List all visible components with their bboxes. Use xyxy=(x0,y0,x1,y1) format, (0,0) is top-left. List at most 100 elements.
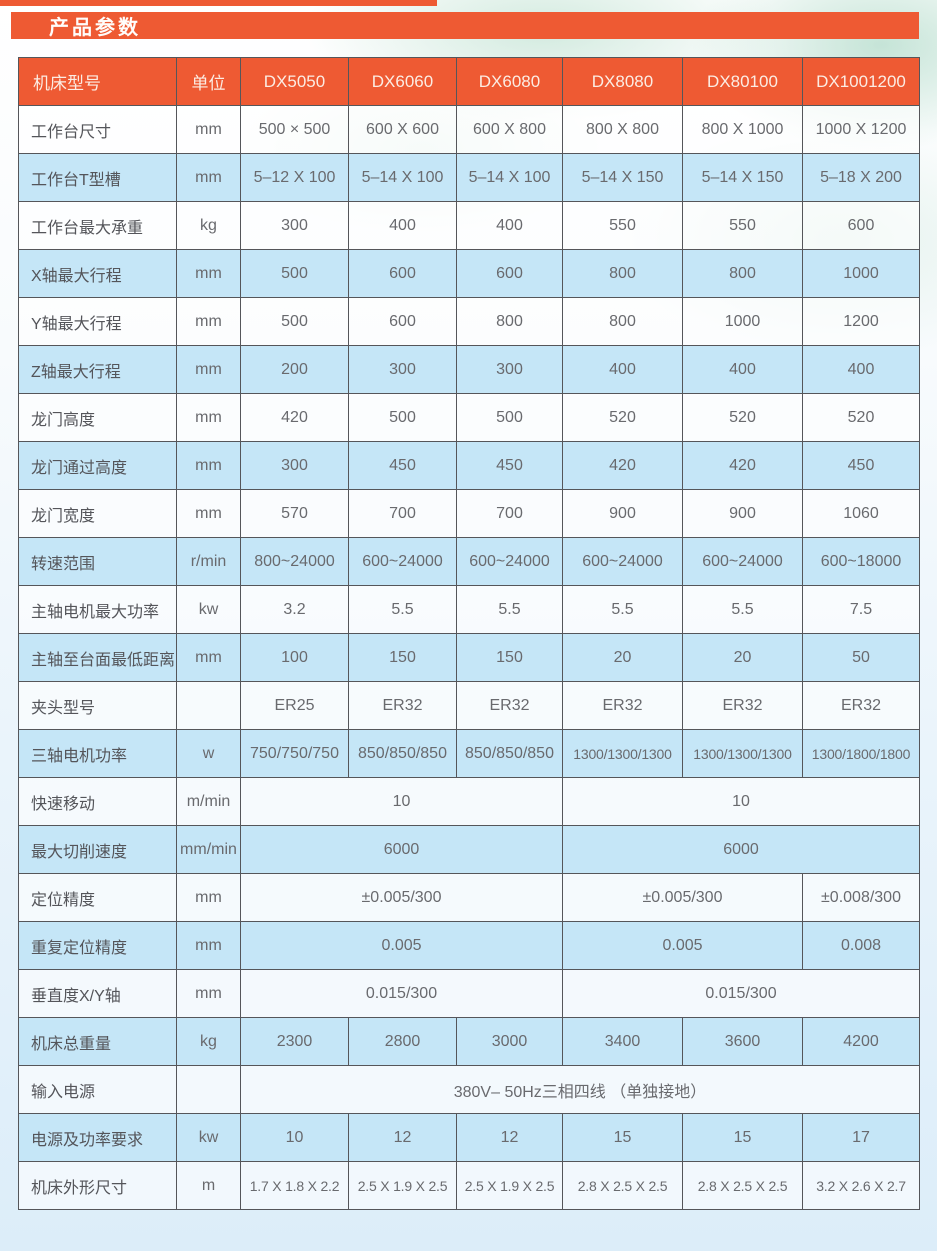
value-cell: 2.5 X 1.9 X 2.5 xyxy=(456,1161,563,1210)
unit-cell: mm xyxy=(176,153,241,202)
value-cell: 1000 X 1200 xyxy=(802,105,920,154)
column-header: DX8080 xyxy=(562,57,683,106)
table-row: X轴最大行程 mm 500 600 600 800 800 1000 xyxy=(18,249,920,298)
value-cell: 400 xyxy=(456,201,563,250)
value-cell: 3000 xyxy=(456,1017,563,1066)
table-row: 龙门通过高度 mm 300 450 450 420 420 450 xyxy=(18,441,920,490)
value-cell: 15 xyxy=(682,1113,803,1162)
row-label-cell: 最大切削速度 xyxy=(18,825,177,874)
value-cell: 10 xyxy=(240,1113,349,1162)
row-label-cell: 定位精度 xyxy=(18,873,177,922)
value-cell: 1060 xyxy=(802,489,920,538)
value-cell: 1000 xyxy=(682,297,803,346)
table-row: 电源及功率要求 kw 10 12 12 15 15 17 xyxy=(18,1113,920,1162)
table-row: 龙门高度 mm 420 500 500 520 520 520 xyxy=(18,393,920,442)
unit-cell: mm xyxy=(176,633,241,682)
value-cell: ±0.005/300 xyxy=(562,873,803,922)
value-cell: 600 xyxy=(348,297,457,346)
value-cell: 5.5 xyxy=(456,585,563,634)
unit-cell: mm xyxy=(176,105,241,154)
row-label-cell: 三轴电机功率 xyxy=(18,729,177,778)
value-cell: ±0.008/300 xyxy=(802,873,920,922)
value-cell: 400 xyxy=(682,345,803,394)
unit-cell xyxy=(176,681,241,730)
table-row: 转速范围 r/min 800~24000 600~24000 600~24000 600~… xyxy=(18,537,920,586)
unit-cell: mm xyxy=(176,249,241,298)
unit-cell: mm xyxy=(176,873,241,922)
value-cell: 380V– 50Hz三相四线 （单独接地） xyxy=(240,1065,920,1114)
value-cell: 4200 xyxy=(802,1017,920,1066)
value-cell: ER32 xyxy=(682,681,803,730)
value-cell: 10 xyxy=(240,777,563,826)
column-header: DX80100 xyxy=(682,57,803,106)
header-row: 机床型号 单位 DX5050 DX6060 DX6080 DX8080 DX80100 DX1… xyxy=(18,57,920,106)
value-cell: 5–18 X 200 xyxy=(802,153,920,202)
value-cell: 1000 xyxy=(802,249,920,298)
value-cell: 500 xyxy=(240,297,349,346)
value-cell: 300 xyxy=(456,345,563,394)
row-label-cell: 机床外形尺寸 xyxy=(18,1161,177,1210)
value-cell: 2.5 X 1.9 X 2.5 xyxy=(348,1161,457,1210)
value-cell: 5–14 X 150 xyxy=(682,153,803,202)
row-label-cell: 夹头型号 xyxy=(18,681,177,730)
row-label-cell: X轴最大行程 xyxy=(18,249,177,298)
value-cell: 5–14 X 150 xyxy=(562,153,683,202)
unit-cell: kg xyxy=(176,1017,241,1066)
table-row: 机床总重量 kg 2300 2800 3000 3400 3600 4200 xyxy=(18,1017,920,1066)
value-cell: 300 xyxy=(240,441,349,490)
value-cell: 5–14 X 100 xyxy=(456,153,563,202)
table-row: 定位精度 mm ±0.005/300 ±0.005/300 ±0.008/300 xyxy=(18,873,920,922)
value-cell: 420 xyxy=(682,441,803,490)
value-cell: 600~24000 xyxy=(682,537,803,586)
row-label-cell: 重复定位精度 xyxy=(18,921,177,970)
value-cell: 200 xyxy=(240,345,349,394)
unit-cell: mm xyxy=(176,969,241,1018)
product-parameters-table: 机床型号 单位 DX5050 DX6060 DX6080 DX8080 DX80100 DX1… xyxy=(18,57,920,1210)
value-cell: 1.7 X 1.8 X 2.2 xyxy=(240,1161,349,1210)
value-cell: 0.015/300 xyxy=(562,969,920,1018)
table-row: 机床外形尺寸 m 1.7 X 1.8 X 2.2 2.5 X 1.9 X 2.5 2.5… xyxy=(18,1161,920,1210)
table-row: 最大切削速度 mm/min 6000 6000 xyxy=(18,825,920,874)
value-cell: ER32 xyxy=(802,681,920,730)
value-cell: 600 X 600 xyxy=(348,105,457,154)
row-label-cell: 工作台尺寸 xyxy=(18,105,177,154)
value-cell: 5–14 X 100 xyxy=(348,153,457,202)
row-label-cell: 工作台T型槽 xyxy=(18,153,177,202)
value-cell: 400 xyxy=(348,201,457,250)
value-cell: 600~24000 xyxy=(456,537,563,586)
value-cell: 150 xyxy=(456,633,563,682)
row-label-cell: 龙门通过高度 xyxy=(18,441,177,490)
value-cell: ER32 xyxy=(562,681,683,730)
value-cell: 520 xyxy=(562,393,683,442)
value-cell: 800~24000 xyxy=(240,537,349,586)
value-cell: 600~18000 xyxy=(802,537,920,586)
column-header-label: 机床型号 xyxy=(18,57,177,106)
unit-cell: mm xyxy=(176,489,241,538)
value-cell: 700 xyxy=(348,489,457,538)
column-header: DX6080 xyxy=(456,57,563,106)
value-cell: 600 xyxy=(802,201,920,250)
value-cell: 500 xyxy=(240,249,349,298)
unit-cell: kw xyxy=(176,1113,241,1162)
value-cell: 800 xyxy=(562,297,683,346)
value-cell: 1200 xyxy=(802,297,920,346)
table-row: 主轴电机最大功率 kw 3.2 5.5 5.5 5.5 5.5 7.5 xyxy=(18,585,920,634)
value-cell: 2.8 X 2.5 X 2.5 xyxy=(682,1161,803,1210)
value-cell: 800 xyxy=(682,249,803,298)
value-cell: 17 xyxy=(802,1113,920,1162)
value-cell: 520 xyxy=(802,393,920,442)
value-cell: 2.8 X 2.5 X 2.5 xyxy=(562,1161,683,1210)
value-cell: 500 × 500 xyxy=(240,105,349,154)
top-accent-strip xyxy=(0,0,437,6)
table-row: 垂直度X/Y轴 mm 0.015/300 0.015/300 xyxy=(18,969,920,1018)
value-cell: 1300/1300/1300 xyxy=(682,729,803,778)
value-cell: 7.5 xyxy=(802,585,920,634)
unit-cell: mm xyxy=(176,393,241,442)
row-label-cell: 主轴至台面最低距离 xyxy=(18,633,177,682)
row-label-cell: 龙门高度 xyxy=(18,393,177,442)
table-row: 主轴至台面最低距离 mm 100 150 150 20 20 50 xyxy=(18,633,920,682)
table-row: 输入电源 380V– 50Hz三相四线 （单独接地） xyxy=(18,1065,920,1114)
page-title-banner: 产品参数 xyxy=(11,12,919,39)
value-cell: 6000 xyxy=(562,825,920,874)
row-label-cell: 快速移动 xyxy=(18,777,177,826)
